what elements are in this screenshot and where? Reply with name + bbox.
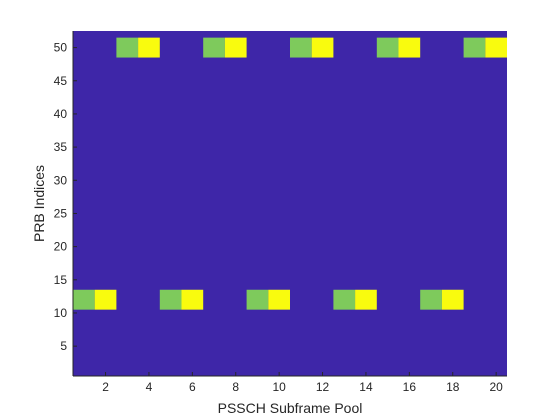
block-green-x13	[333, 289, 356, 310]
x-tick-label: 4	[146, 380, 153, 394]
block-green-x1	[73, 289, 95, 310]
x-tick-label: 2	[102, 380, 109, 394]
y-tick-label: 15	[54, 273, 68, 287]
block-green-x19	[463, 37, 486, 58]
y-tick-label: 40	[54, 107, 68, 121]
block-yellow-x8	[224, 37, 247, 58]
block-yellow-x6	[181, 289, 204, 310]
block-green-x7	[203, 37, 225, 58]
block-green-x5	[159, 289, 182, 310]
block-yellow-x4	[138, 37, 160, 58]
x-tick-label: 6	[189, 380, 196, 394]
x-axis-ticks: 2 4 6 8 10 12 14 16 18 20	[102, 372, 503, 394]
x-tick-label: 20	[489, 380, 503, 394]
allocation-blocks	[73, 37, 507, 310]
y-tick-label: 5	[60, 339, 67, 353]
block-yellow-x2	[94, 289, 117, 310]
y-axis-label: PRB Indices	[31, 165, 47, 242]
block-yellow-x12	[311, 37, 334, 58]
x-tick-label: 18	[446, 380, 460, 394]
block-yellow-x10	[268, 289, 290, 310]
block-green-x11	[290, 37, 312, 58]
x-tick-label: 10	[272, 380, 286, 394]
block-green-x15	[376, 37, 399, 58]
y-axis-ticks: 5 10 15 20 25 30 35 40 45 50	[54, 41, 77, 353]
plot-background	[73, 31, 507, 376]
y-tick-label: 25	[54, 206, 68, 220]
block-yellow-x18	[441, 289, 464, 310]
block-green-x9	[246, 289, 269, 310]
axes	[72, 31, 507, 377]
block-yellow-x20	[485, 37, 507, 58]
block-yellow-x14	[355, 289, 377, 310]
block-green-x3	[116, 37, 139, 58]
y-tick-label: 10	[54, 306, 68, 320]
block-green-x17	[420, 289, 442, 310]
x-tick-label: 16	[403, 380, 417, 394]
block-yellow-x16	[398, 37, 421, 58]
y-tick-label: 30	[54, 173, 68, 187]
y-tick-label: 45	[54, 74, 68, 88]
y-tick-label: 20	[54, 240, 68, 254]
x-tick-label: 8	[232, 380, 239, 394]
y-tick-label: 50	[54, 41, 68, 55]
y-tick-label: 35	[54, 140, 68, 154]
x-tick-label: 14	[359, 380, 373, 394]
x-axis-label: PSSCH Subframe Pool	[218, 400, 363, 416]
x-tick-label: 12	[316, 380, 330, 394]
